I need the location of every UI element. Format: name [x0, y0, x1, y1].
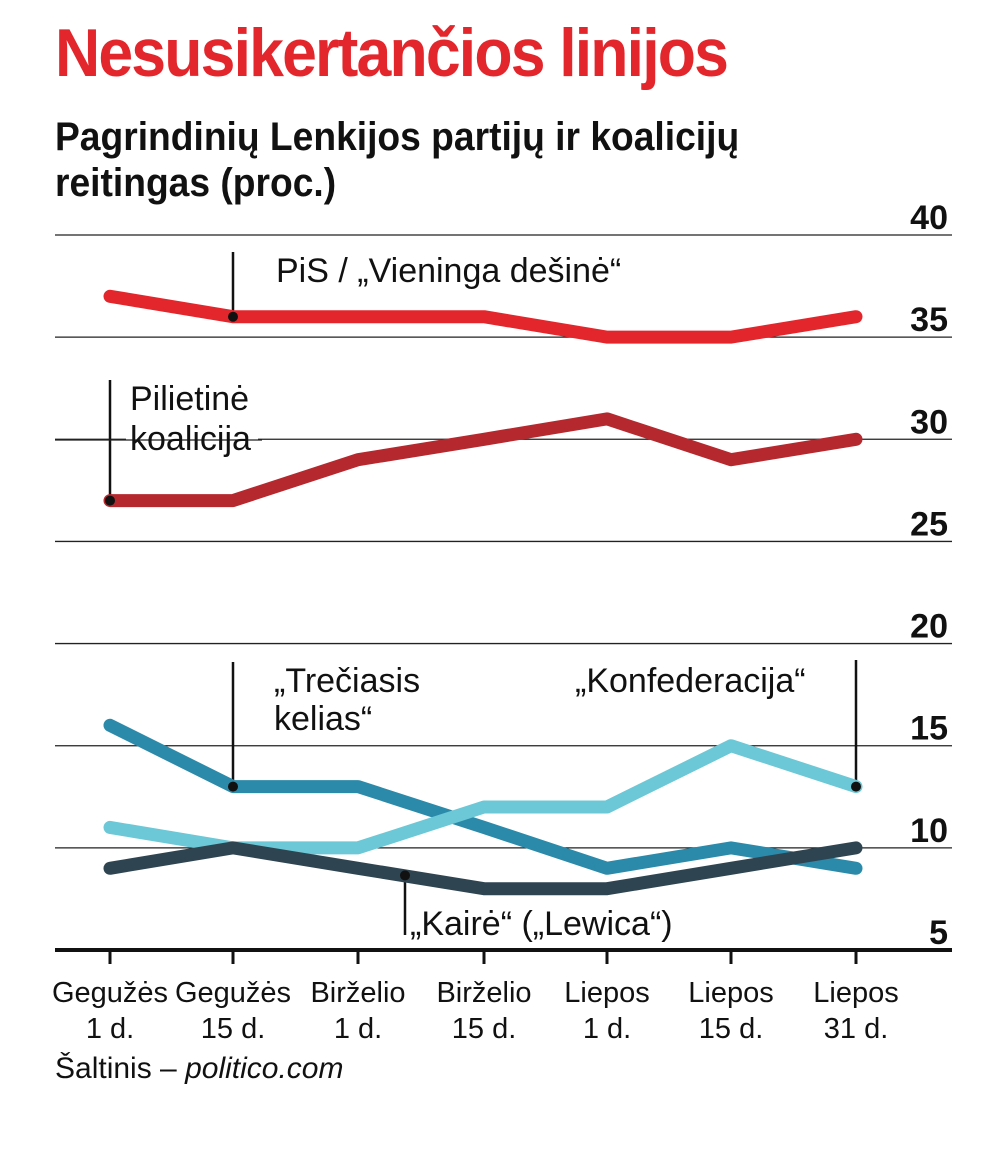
annotation-labels: PiS / „Vieninga dešinė“ Pilietinė koalicij…	[130, 252, 806, 943]
x-tick-label-line: Liepos	[688, 977, 773, 1009]
x-tick-label-line: Liepos	[564, 977, 649, 1009]
series-line-1	[103, 412, 863, 508]
source-prefix: Šaltinis –	[55, 1052, 186, 1085]
series-label-1: Pilietinė koalicija	[130, 380, 251, 458]
x-tick-label: Birželio 15 d.	[436, 977, 531, 1045]
y-tick-label: 5	[929, 914, 948, 952]
series-label-0: PiS / „Vieninga dešinė“	[276, 252, 621, 290]
x-tick-label-line: 1 d.	[583, 1013, 631, 1045]
chart-title: Nesusikertančios linijos	[55, 15, 729, 91]
y-tick-label: 20	[910, 608, 948, 646]
chart-subtitle: Pagrindinių Lenkijos partijų ir koalicij…	[55, 115, 740, 205]
label-backing	[126, 418, 258, 454]
series-label-3: „Konfederacija“	[575, 662, 806, 700]
annotation-marker	[228, 311, 238, 322]
series-line-4	[103, 841, 863, 896]
annotation-marker	[851, 781, 861, 792]
y-tick-label: 10	[910, 812, 948, 850]
y-tick-label: 25	[910, 505, 948, 543]
annotation-marker	[105, 495, 115, 506]
series-label-line: „Trečiasis	[274, 662, 420, 700]
x-tick-label-line: 15 d.	[699, 1013, 764, 1045]
y-tick-label: 30	[910, 403, 948, 441]
series-label-4: „Kairė“ („Lewica“)	[410, 905, 673, 943]
series-label-line: „Kairė“ („Lewica“)	[410, 905, 673, 943]
x-tick-label-line: Liepos	[813, 977, 898, 1009]
x-tick-label-line: Gegužės	[175, 977, 291, 1009]
x-tick-label-line: Birželio	[310, 977, 405, 1009]
x-tick-label-line: Birželio	[436, 977, 531, 1009]
x-tick-label: Liepos 15 d.	[688, 977, 773, 1045]
annotation-marker	[400, 870, 410, 881]
x-tick-label: Birželio 1 d.	[310, 977, 405, 1045]
series-label-line: koalicija	[130, 420, 251, 458]
series-line-0	[103, 289, 863, 344]
series-label-2: „Trečiasis kelias“	[274, 662, 420, 738]
x-tick-label-line: 15 d.	[201, 1013, 266, 1045]
source-site: politico.com	[185, 1052, 344, 1085]
x-tick-label-line: 1 d.	[86, 1013, 134, 1045]
x-tick-label-line: 15 d.	[452, 1013, 517, 1045]
annotation-markers	[105, 311, 861, 881]
series-label-line: „Konfederacija“	[575, 662, 806, 700]
y-tick-label: 35	[910, 301, 948, 339]
x-tick-label: Gegužės 1 d.	[52, 977, 168, 1045]
series-label-line: kelias“	[274, 700, 372, 738]
x-tick-label: Liepos 1 d.	[564, 977, 649, 1045]
x-tick-label-line: 1 d.	[334, 1013, 382, 1045]
annotation-leaders	[55, 252, 858, 935]
x-tick-label: Gegužės 15 d.	[175, 977, 291, 1045]
x-tick-label-line: Gegužės	[52, 977, 168, 1009]
annotation-marker	[228, 781, 238, 792]
y-tick-label: 40	[910, 199, 948, 237]
y-axis-tick-labels: 40 35 30 25 20 15 10 5	[910, 199, 948, 952]
series-label-line: Pilietinė	[130, 380, 249, 418]
x-tick-label: Liepos 31 d.	[813, 977, 898, 1045]
y-tick-label: 15	[910, 710, 948, 748]
source-note: Šaltinis – politico.com	[55, 1052, 343, 1086]
series-label-line: PiS / „Vieninga dešinė“	[276, 252, 621, 290]
x-axis: Gegužės 1 d.Gegužės 15 d.Birželio 1 d.Birže…	[52, 948, 952, 1045]
x-tick-label-line: 31 d.	[824, 1013, 889, 1045]
